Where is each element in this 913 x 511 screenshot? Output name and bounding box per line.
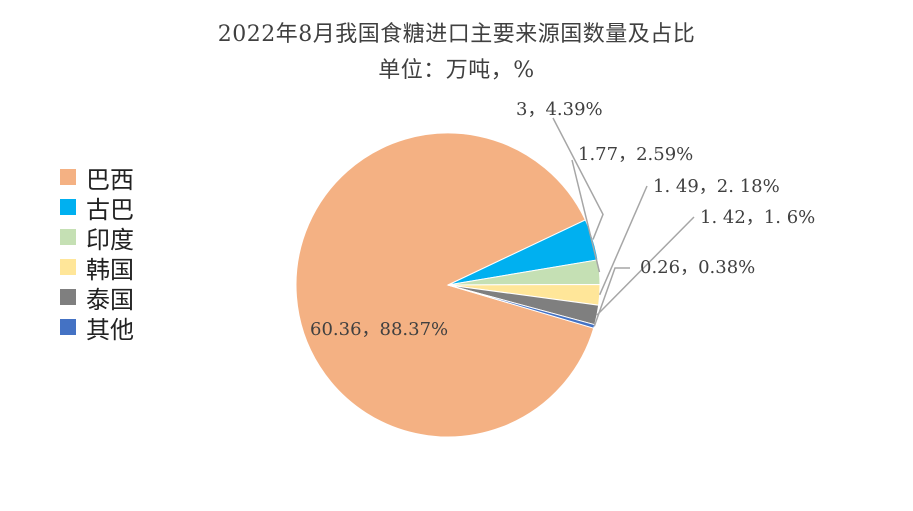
legend-item: 韩国 bbox=[60, 252, 134, 284]
chart-subtitle: 单位：万吨，% bbox=[378, 58, 535, 83]
legend-label: 泰国 bbox=[86, 285, 134, 314]
legend-item: 泰国 bbox=[60, 282, 134, 314]
legend-label: 印度 bbox=[86, 225, 134, 254]
data-label: 60.36，88.37% bbox=[310, 319, 448, 340]
legend-label: 古巴 bbox=[86, 195, 134, 224]
leader-line bbox=[552, 117, 604, 240]
legend-swatch bbox=[60, 229, 76, 245]
legend-item: 其他 bbox=[60, 312, 134, 344]
legend-swatch bbox=[60, 199, 76, 215]
legend-swatch bbox=[60, 259, 76, 275]
data-label: 0.26，0.38% bbox=[640, 257, 755, 278]
legend-label: 韩国 bbox=[86, 255, 134, 284]
legend-item: 印度 bbox=[60, 222, 134, 254]
leader-line bbox=[593, 267, 630, 327]
pie-slice bbox=[295, 132, 595, 438]
legend-swatch bbox=[60, 289, 76, 305]
legend-swatch bbox=[60, 169, 76, 185]
leader-line bbox=[596, 216, 695, 316]
data-label: 1. 49，2. 18% bbox=[653, 176, 780, 197]
leader-line bbox=[598, 185, 648, 296]
legend: 巴西 古巴 印度 韩国 泰国 其他 bbox=[60, 162, 134, 344]
data-label: 1. 42，1. 6% bbox=[700, 207, 815, 228]
legend-label: 其他 bbox=[86, 315, 134, 344]
chart-title: 2022年8月我国食糖进口主要来源国数量及占比 bbox=[217, 22, 696, 47]
data-label: 3，4.39% bbox=[516, 99, 603, 120]
leader-line bbox=[571, 159, 601, 273]
legend-label: 巴西 bbox=[86, 165, 134, 194]
data-label: 1.77，2.59% bbox=[578, 144, 693, 165]
legend-item: 古巴 bbox=[60, 192, 134, 224]
legend-swatch bbox=[60, 319, 76, 335]
legend-item: 巴西 bbox=[60, 162, 134, 194]
